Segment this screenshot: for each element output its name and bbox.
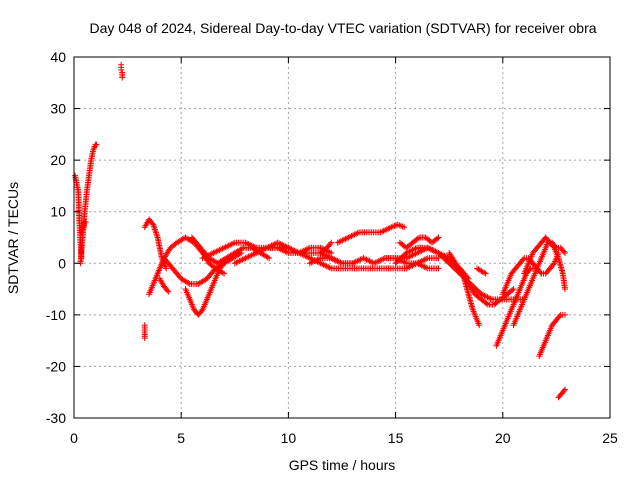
- data-point-arc-27: [560, 248, 567, 255]
- data-point-arc-29: [561, 386, 568, 393]
- data-point-arc-21: [509, 287, 516, 294]
- x-tick-label: 0: [70, 430, 78, 446]
- data-points: [72, 61, 568, 401]
- data-point-arc-5: [141, 335, 148, 342]
- data-point-arc-28: [561, 311, 568, 318]
- data-point-arc-27: [561, 249, 568, 256]
- y-tick-label: -10: [46, 307, 66, 323]
- data-point-arc-25: [520, 256, 527, 263]
- data-point-arc-8: [164, 287, 171, 294]
- data-point-arc-9: [185, 280, 192, 287]
- y-tick-label: 0: [58, 255, 66, 271]
- data-point-arc-6: [163, 265, 170, 272]
- chart-title: Day 048 of 2024, Sidereal Day-to-day VTE…: [89, 20, 596, 36]
- data-point-arc-7: [219, 269, 226, 276]
- y-tick-label: -20: [46, 358, 66, 374]
- y-tick-label: 30: [50, 101, 66, 117]
- y-tick-label: 10: [50, 204, 66, 220]
- data-point-arc-11: [238, 245, 245, 252]
- data-point-arc-26: [561, 286, 568, 293]
- data-point-arc-11: [264, 254, 271, 261]
- data-point-arc-13: [328, 249, 335, 256]
- data-point-arc-8: [165, 288, 172, 295]
- plot-frame: [73, 56, 611, 419]
- x-tick-label: 25: [602, 430, 618, 446]
- data-point-arc-10: [198, 307, 205, 314]
- y-tick-label: 40: [50, 49, 66, 65]
- y-axis-label: SDTVAR / TECUs: [5, 182, 21, 294]
- data-point-arc-27: [552, 243, 559, 250]
- data-point-arc-7: [221, 270, 228, 277]
- data-point-arc-3: [82, 219, 89, 226]
- data-point-arc-28: [556, 313, 563, 320]
- y-tick-label: -30: [46, 410, 66, 426]
- data-point-arc-18: [414, 235, 421, 242]
- data-point-arc-18: [434, 235, 441, 242]
- y-axis-ticks: -30 -20 -10 0 10 20 30 40: [46, 49, 610, 426]
- data-point-arc-22: [476, 322, 483, 329]
- data-point-arc-16: [327, 240, 334, 247]
- data-point-arc-4: [118, 66, 125, 73]
- x-axis-label: GPS time / hours: [289, 457, 396, 473]
- x-tick-label: 10: [281, 430, 297, 446]
- data-point-arc-21: [510, 286, 517, 293]
- data-point-arc-2: [93, 141, 100, 148]
- data-point-arc-23: [481, 269, 488, 276]
- x-axis-ticks: 0 5 10 15 20 25: [70, 57, 618, 446]
- data-point-arc-11: [266, 255, 273, 262]
- x-tick-label: 20: [495, 430, 511, 446]
- data-point-arc-21: [483, 300, 490, 307]
- data-point-arc-29: [560, 387, 567, 394]
- y-tick-label: 20: [50, 152, 66, 168]
- x-tick-label: 15: [388, 430, 404, 446]
- data-point-arc-15: [435, 265, 442, 272]
- data-point-arc-18: [435, 234, 442, 241]
- data-point-arc-25: [550, 261, 557, 268]
- data-point-arc-23: [482, 270, 489, 277]
- data-point-arc-17: [401, 224, 408, 231]
- data-point-arc-4: [119, 74, 126, 81]
- x-tick-label: 5: [177, 430, 185, 446]
- data-point-arc-16: [328, 239, 335, 246]
